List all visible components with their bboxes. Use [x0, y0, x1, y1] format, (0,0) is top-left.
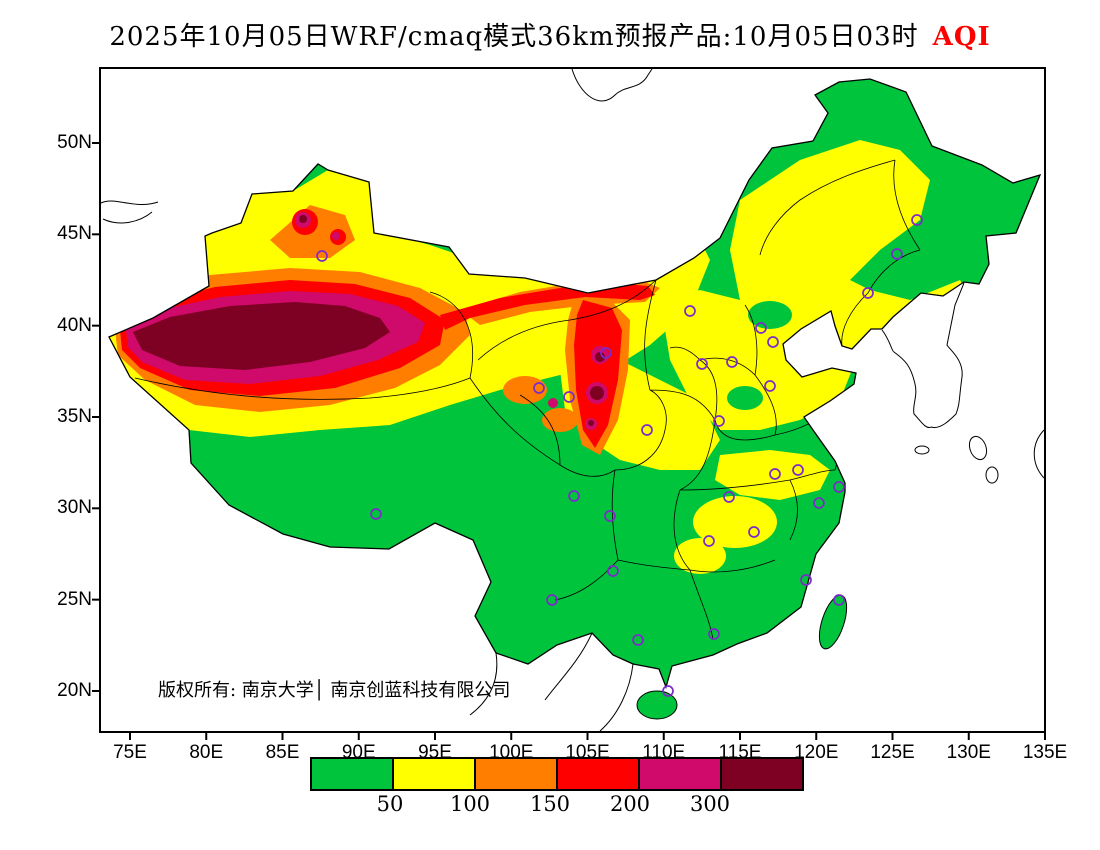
- aqi-level-2-fill: [693, 496, 777, 548]
- station-marker: [813, 497, 825, 509]
- vietnam-coastline: [469, 632, 634, 732]
- x-tick-label: 130E: [946, 742, 991, 763]
- aqi-level-6-fill: [299, 215, 307, 223]
- aqi-level-5-fill: [332, 232, 340, 240]
- aqi-level-1-fill: [727, 386, 763, 410]
- station-marker: [533, 382, 545, 394]
- legend-tick-label: 50: [376, 792, 404, 816]
- x-tick-label: 75E: [113, 742, 147, 763]
- station-marker: [370, 508, 382, 520]
- map-title-variable: AQI: [932, 22, 991, 52]
- legend-color-segment: [640, 759, 722, 789]
- station-markers: [316, 214, 923, 697]
- aqi-level-4-fill: [440, 283, 655, 330]
- kyushu-coast: [1033, 429, 1045, 479]
- island-right-1: [968, 435, 988, 461]
- map-title-text: 2025年10月05日WRF/cmaq模式36km预报产品:10月05日03时: [109, 22, 919, 52]
- x-tick-label: 135E: [1022, 742, 1068, 763]
- lake-balkhash: [100, 200, 159, 224]
- station-marker: [748, 526, 760, 538]
- island-right-2: [985, 466, 999, 484]
- station-marker: [833, 481, 845, 493]
- station-marker: [767, 336, 779, 348]
- okhotsk-coast: [571, 68, 653, 102]
- station-marker: [600, 347, 612, 359]
- y-tick-label: 35N: [57, 405, 92, 427]
- aqi-level-2-fill: [715, 450, 830, 500]
- legend-color-segment: [312, 759, 394, 789]
- korea-coastline: [881, 282, 965, 429]
- station-marker: [696, 358, 708, 370]
- aqi-level-6-fill: [595, 352, 605, 362]
- aqi-level-3-fill: [503, 376, 547, 404]
- station-marker: [713, 415, 725, 427]
- station-marker: [792, 464, 804, 476]
- x-tick-label: 120E: [794, 742, 839, 763]
- legend-tick-labels: 50 100 150 200 300: [310, 792, 790, 820]
- y-tick-label: 40N: [57, 314, 92, 336]
- station-marker: [833, 594, 845, 606]
- station-marker: [862, 287, 874, 299]
- station-marker: [316, 250, 328, 262]
- y-tick-label: 45N: [57, 223, 92, 245]
- china-border: [108, 78, 1042, 690]
- x-tick-label: 125E: [870, 742, 915, 763]
- x-tick-label: 80E: [189, 742, 224, 763]
- station-marker: [708, 628, 720, 640]
- station-marker: [755, 322, 767, 334]
- legend-color-segment: [394, 759, 476, 789]
- y-tick-label: 25N: [57, 588, 92, 610]
- aqi-level-6-fill: [133, 302, 390, 370]
- legend-color-segment: [476, 759, 558, 789]
- station-marker: [563, 391, 575, 403]
- station-marker: [684, 305, 696, 317]
- aqi-level-6-fill: [590, 386, 604, 400]
- station-marker: [800, 574, 812, 586]
- legend-tick-label: 100: [449, 792, 491, 816]
- aqi-level-6-fill: [588, 420, 594, 426]
- station-marker: [641, 424, 653, 436]
- y-axis: 50N 45N 40N 35N 30N 25N 20N: [36, 0, 92, 760]
- aqi-level-5-fill: [548, 398, 558, 408]
- copyright-text: 版权所有: 南京大学│ 南京创蓝科技有限公司: [158, 680, 511, 701]
- aqi-level-2-fill: [660, 140, 970, 430]
- axis-ticks: [92, 142, 1046, 740]
- jeju-island: [914, 445, 930, 455]
- legend-tick-label: 200: [609, 792, 651, 816]
- station-marker: [662, 685, 674, 697]
- station-marker: [726, 356, 738, 368]
- aqi-level-2-fill: [674, 538, 726, 574]
- x-tick-label: 85E: [265, 742, 300, 763]
- legend-color-segment: [722, 759, 802, 789]
- aqi-level-1-fill: [748, 301, 792, 329]
- station-marker: [632, 634, 644, 646]
- y-tick-label: 50N: [57, 132, 92, 153]
- hainan-island: [636, 690, 678, 720]
- legend-color-segment: [558, 759, 640, 789]
- station-marker: [546, 594, 558, 606]
- plot-frame: [99, 67, 1046, 733]
- legend-colorbar: [310, 757, 804, 791]
- map-title: 2025年10月05日WRF/cmaq模式36km预报产品:10月05日03时 A…: [0, 16, 1100, 53]
- aqi-level-4-fill: [574, 300, 622, 448]
- station-marker: [769, 468, 781, 480]
- station-marker: [568, 490, 580, 502]
- legend-tick-label: 300: [689, 792, 731, 816]
- legend-tick-label: 150: [529, 792, 571, 816]
- station-marker: [764, 380, 776, 392]
- station-marker: [607, 565, 619, 577]
- station-marker: [604, 510, 616, 522]
- y-tick-label: 30N: [57, 497, 92, 519]
- station-marker: [703, 535, 715, 547]
- station-marker: [723, 491, 735, 503]
- y-tick-label: 20N: [57, 679, 92, 701]
- station-marker: [911, 214, 923, 226]
- station-marker: [891, 248, 903, 260]
